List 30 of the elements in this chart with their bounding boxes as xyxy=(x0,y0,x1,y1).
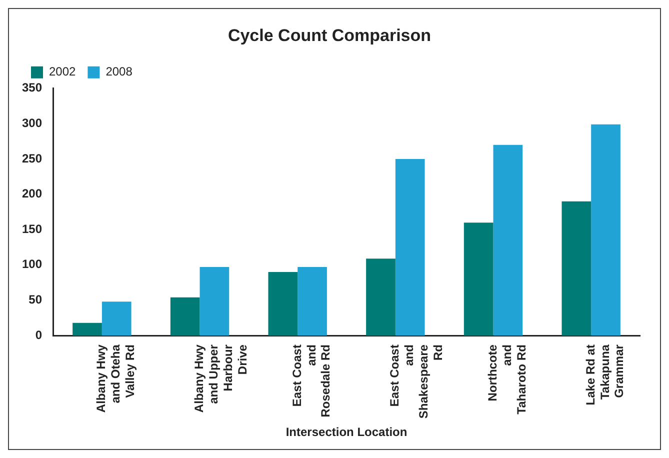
y-tick-label: 350 xyxy=(22,80,42,95)
y-tick-label: 200 xyxy=(22,186,42,201)
bar xyxy=(268,272,298,336)
y-tick-label: 250 xyxy=(22,151,42,166)
x-tick-label: Albany Hwy and Upper Harbour Drive xyxy=(192,344,250,413)
y-tick-label: 100 xyxy=(22,257,42,272)
bar xyxy=(562,201,592,336)
x-tick-label: Albany Hwy and Oteha Valley Rd xyxy=(94,344,138,413)
bar xyxy=(591,124,620,336)
bar xyxy=(72,322,102,336)
bar xyxy=(395,159,425,336)
bar xyxy=(464,222,494,336)
x-tick-label: East Coast and Rosedale Rd xyxy=(290,344,333,418)
bar xyxy=(102,302,132,336)
legend-label: 2002 xyxy=(49,64,76,79)
x-tick-label: East Coast and Shakespeare Rd xyxy=(388,344,445,419)
chart-title: Cycle Count Comparison xyxy=(228,26,432,45)
x-tick-label: Lake Rd at Takapuna Grammar xyxy=(583,344,626,406)
bar xyxy=(200,267,230,336)
x-tick-label: Northcote and Taharoto Rd xyxy=(486,344,528,414)
bar xyxy=(366,258,396,336)
bar xyxy=(493,144,523,336)
legend-label: 2008 xyxy=(106,64,133,79)
y-tick-label: 300 xyxy=(22,116,42,130)
bar xyxy=(170,297,200,336)
y-tick-label: 150 xyxy=(22,222,42,236)
y-tick-label: 50 xyxy=(28,292,42,307)
y-tick-label: 0 xyxy=(35,328,42,342)
x-axis-title: Intersection Location xyxy=(286,425,408,440)
bar xyxy=(298,267,327,336)
